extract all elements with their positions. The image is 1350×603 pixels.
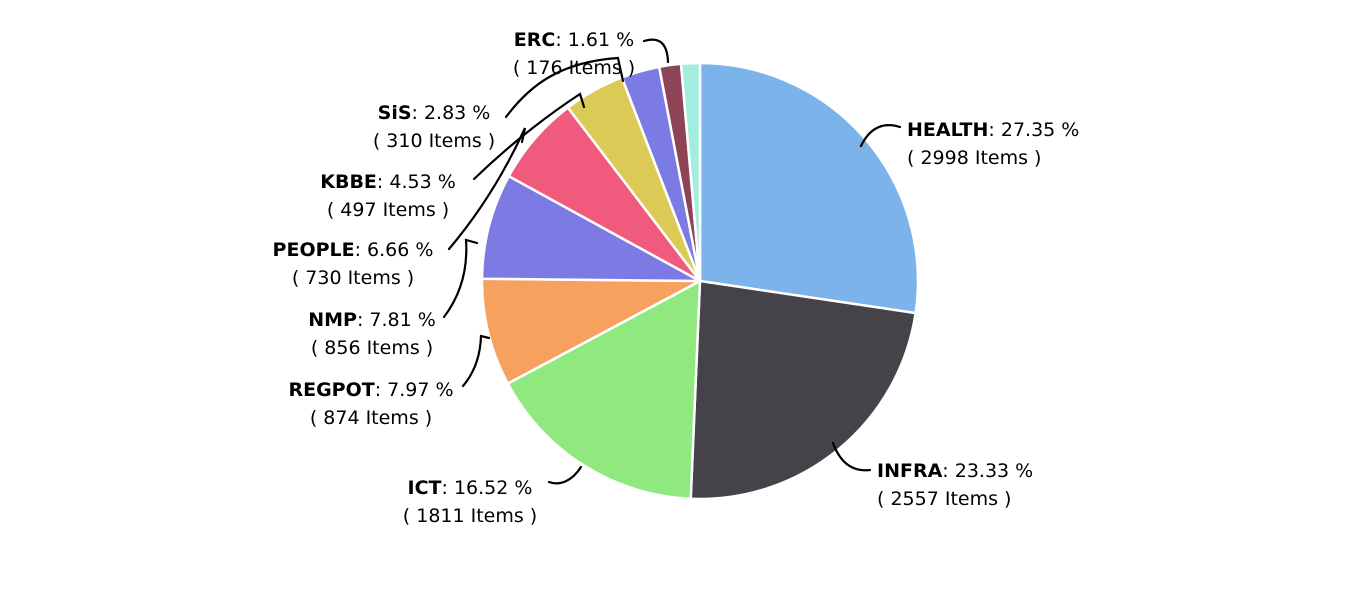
leader-line-nmp	[442, 238, 479, 319]
slice-name: NMP	[308, 309, 357, 331]
slice-item-count: ( 497 Items )	[326, 199, 450, 221]
slice-percent: : 23.33 %	[942, 460, 1034, 482]
slice-name: HEALTH	[907, 119, 989, 141]
leader-line-ict	[547, 465, 583, 485]
slice-label-nmp: NMP: 7.81 % ( 856 Items )	[308, 306, 436, 362]
slice-item-count: ( 176 Items )	[512, 57, 636, 79]
leader-line-infra	[831, 441, 872, 472]
slice-percent: : 7.97 %	[374, 379, 454, 401]
slice-name: REGPOT	[288, 379, 375, 401]
slice-percent: : 1.61 %	[555, 29, 635, 51]
slice-name-percent: ERC: 1.61 %	[513, 26, 635, 54]
slice-item-count: ( 730 Items )	[291, 267, 415, 289]
slice-name-percent: NMP: 7.81 %	[308, 306, 436, 334]
slice-label-infra: INFRA: 23.33 % ( 2557 Items )	[877, 457, 1033, 513]
leader-line-kbbe	[472, 92, 586, 181]
slice-item-count: ( 310 Items )	[372, 130, 496, 152]
slice-name-percent: ICT: 16.52 %	[403, 474, 537, 502]
slice-item-count: ( 874 Items )	[309, 407, 433, 429]
slice-label-sis: SiS: 2.83 % ( 310 Items )	[373, 99, 495, 155]
pie-slice-infra	[689, 279, 917, 501]
slice-percent: : 2.83 %	[411, 102, 491, 124]
pie-slice-ict	[506, 279, 702, 501]
slice-percent: : 4.53 %	[376, 171, 456, 193]
slice-label-people: PEOPLE: 6.66 % ( 730 Items )	[273, 236, 434, 292]
slice-percent: : 27.35 %	[988, 119, 1080, 141]
slice-name-percent: HEALTH: 27.35 %	[907, 116, 1079, 144]
slice-label-kbbe: KBBE: 4.53 % ( 497 Items )	[320, 168, 456, 224]
pie-slice-regpot	[480, 277, 702, 385]
leader-line-regpot	[461, 334, 491, 388]
slice-percent: : 6.66 %	[354, 239, 434, 261]
leader-line-erc	[642, 38, 670, 64]
slice-item-count: ( 856 Items )	[310, 337, 434, 359]
slice-item-count: ( 2557 Items )	[877, 488, 1012, 510]
slice-name-percent: PEOPLE: 6.66 %	[273, 236, 434, 264]
slice-label-erc: ERC: 1.61 % ( 176 Items )	[513, 26, 635, 82]
leader-line-people	[447, 127, 527, 251]
slice-label-ict: ICT: 16.52 % ( 1811 Items )	[403, 474, 537, 530]
slice-name: ERC	[513, 29, 556, 51]
slice-label-regpot: REGPOT: 7.97 % ( 874 Items )	[288, 376, 453, 432]
slice-name-percent: REGPOT: 7.97 %	[288, 376, 453, 404]
slice-item-count: ( 1811 Items )	[402, 505, 538, 527]
slice-name-percent: SiS: 2.83 %	[373, 99, 495, 127]
slice-item-count: ( 2998 Items )	[907, 147, 1042, 169]
slice-name: SiS	[377, 102, 412, 124]
slice-name: ICT	[407, 477, 442, 499]
slice-label-health: HEALTH: 27.35 % ( 2998 Items )	[907, 116, 1079, 172]
leader-line-sis	[504, 56, 625, 119]
slice-percent: : 7.81 %	[356, 309, 436, 331]
pie-slice-nmp	[480, 174, 702, 283]
slice-name: KBBE	[320, 171, 377, 193]
leader-line-health	[859, 124, 902, 148]
slice-name-percent: KBBE: 4.53 %	[320, 168, 456, 196]
slice-percent: : 16.52 %	[441, 477, 533, 499]
pie-slice-unlabeled	[679, 61, 702, 283]
slice-name-percent: INFRA: 23.33 %	[877, 457, 1033, 485]
slice-name: PEOPLE	[272, 239, 355, 261]
slice-name: INFRA	[877, 460, 943, 482]
